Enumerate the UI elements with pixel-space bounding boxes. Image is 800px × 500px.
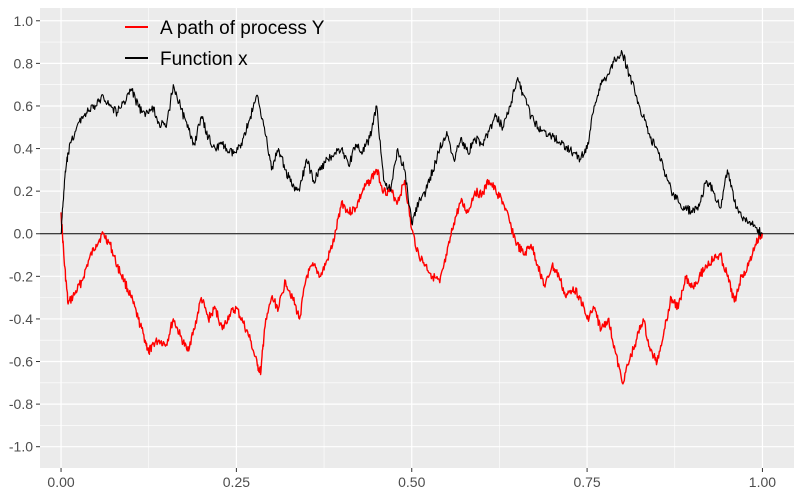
- y-tick-label: 0.8: [14, 55, 34, 71]
- series-layer: [60, 49, 764, 385]
- legend: A path of process Y Function x: [125, 18, 325, 70]
- x-tick-label: 0.75: [573, 474, 600, 490]
- y-tick-label: -0.8: [9, 396, 33, 412]
- y-tick-label: -1.0: [9, 439, 33, 455]
- y-tick-label: -0.6: [9, 354, 33, 370]
- series-line-process-y: [60, 168, 764, 385]
- y-tick-label: 0.2: [14, 183, 34, 199]
- x-tick-label: 0.25: [223, 474, 250, 490]
- y-tick-label: 0.4: [14, 141, 34, 157]
- y-tick-label: 1.0: [14, 13, 34, 29]
- x-tick-label: 0.00: [47, 474, 74, 490]
- y-tick-label: -0.4: [9, 311, 33, 327]
- x-axis: 0.00 0.25 0.50 0.75 1.00: [47, 468, 776, 490]
- y-axis: -1.0 -0.8 -0.6 -0.4 -0.2 0.0 0.2 0.4 0.6 0.8 1.0: [9, 13, 40, 455]
- plot-panel: [40, 8, 794, 468]
- series-line-function-x: [60, 49, 763, 237]
- x-tick-label: 1.00: [749, 474, 776, 490]
- legend-label: A path of process Y: [160, 18, 325, 39]
- legend-label: Function x: [160, 49, 248, 70]
- y-tick-label: 0.6: [14, 98, 34, 114]
- x-tick-label: 0.50: [398, 474, 425, 490]
- y-tick-label: 0.0: [14, 226, 34, 242]
- y-tick-label: -0.2: [9, 268, 33, 284]
